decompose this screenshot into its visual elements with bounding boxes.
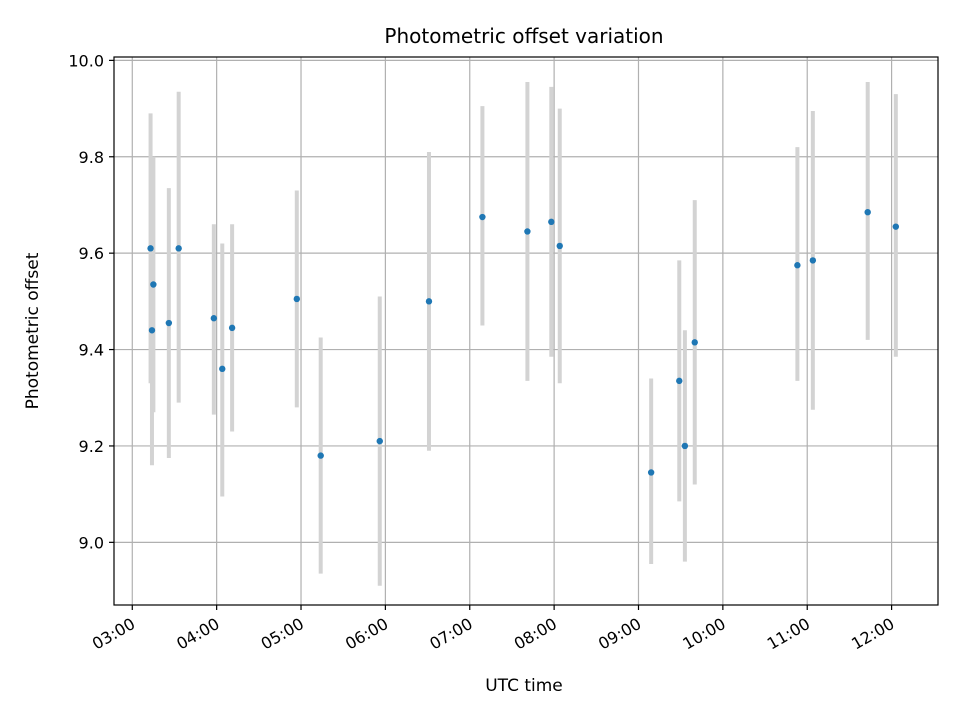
data-point (479, 213, 486, 221)
data-point (556, 242, 563, 250)
data-point (150, 281, 157, 288)
data-point (228, 324, 236, 332)
data-point (681, 442, 689, 450)
x-axis-label: UTC time (485, 676, 563, 696)
data-point (794, 262, 801, 269)
data-point (293, 295, 300, 303)
data-point (691, 339, 698, 346)
data-point (864, 208, 871, 216)
y-axis-label: Photometric offset (23, 252, 43, 409)
data-point (809, 257, 817, 264)
data-point (147, 245, 154, 252)
data-points (147, 208, 900, 476)
data-point (676, 377, 683, 385)
y-tick-label: 9.6 (79, 244, 104, 263)
data-point (892, 223, 900, 230)
y-axis-ticks: 9.0 9.2 9.4 9.6 9.8 10.0 (68, 51, 114, 552)
y-tick-label: 9.0 (79, 533, 104, 552)
data-point (425, 298, 433, 305)
data-point (548, 218, 555, 226)
data-point (647, 469, 655, 476)
data-point (175, 245, 182, 252)
y-tick-label: 9.2 (79, 437, 104, 456)
chart-title: Photometric offset variation (384, 24, 663, 48)
y-tick-label: 9.4 (79, 341, 104, 360)
data-point (219, 365, 226, 373)
data-point (210, 315, 218, 322)
data-point (376, 437, 383, 445)
data-point (148, 327, 156, 334)
y-tick-label: 9.8 (79, 148, 104, 167)
plot-frame (113, 56, 939, 606)
data-point (524, 228, 531, 235)
y-tick-label: 10.0 (68, 51, 104, 70)
data-point (317, 452, 324, 459)
data-point (165, 319, 173, 327)
